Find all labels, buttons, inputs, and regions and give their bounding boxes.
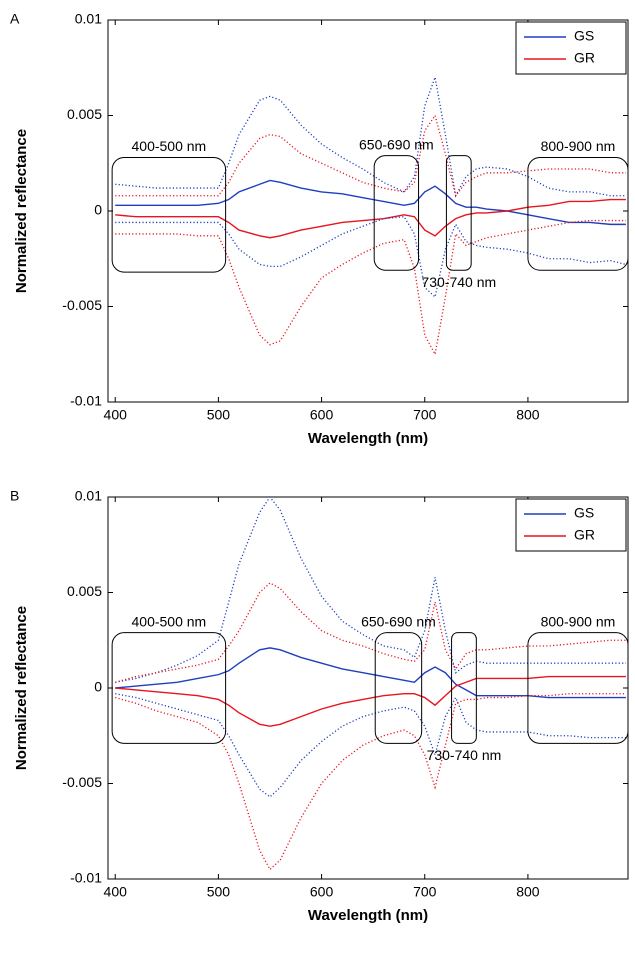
- annotation-label: 800-900 nm: [541, 138, 616, 154]
- series-line: [115, 693, 626, 798]
- annotation-label: 730-740 nm: [421, 274, 496, 290]
- y-tick-label: -0.01: [70, 393, 102, 409]
- x-tick-label: 800: [516, 407, 540, 423]
- x-tick-label: 700: [413, 407, 437, 423]
- x-axis-title: Wavelength (nm): [308, 907, 428, 924]
- y-tick-label: -0.005: [62, 774, 102, 790]
- x-tick-label: 700: [413, 884, 437, 900]
- x-tick-label: 400: [104, 407, 128, 423]
- y-tick-label: -0.01: [70, 870, 102, 886]
- series-line: [115, 216, 627, 299]
- y-axis-title: Normalized reflectance: [13, 129, 30, 293]
- highlight-box: [373, 155, 420, 271]
- legend-box: [515, 498, 627, 552]
- y-tick-label: 0.01: [75, 11, 102, 27]
- y-tick-label: 0: [94, 202, 102, 218]
- series-line: [115, 647, 626, 699]
- annotation-label: 400-500 nm: [132, 138, 207, 154]
- x-tick-label: 800: [516, 884, 540, 900]
- x-tick-label: 600: [310, 884, 334, 900]
- annotation-label: 730-740 nm: [427, 747, 502, 763]
- y-tick-label: 0: [94, 679, 102, 695]
- x-tick-label: 500: [207, 407, 231, 423]
- plot-frame: [107, 19, 629, 403]
- highlight-box: [451, 632, 477, 744]
- y-tick-label: 0.005: [67, 583, 102, 599]
- y-axis-title: Normalized reflectance: [13, 606, 30, 770]
- legend-box: [515, 21, 627, 75]
- y-tick-label: 0.005: [67, 106, 102, 122]
- highlight-box: [111, 632, 227, 744]
- highlight-box: [445, 155, 472, 271]
- highlight-box: [527, 157, 629, 271]
- annotation-label: 650-690 nm: [361, 613, 436, 629]
- x-tick-label: 500: [207, 884, 231, 900]
- legend-label: GS: [574, 28, 594, 44]
- series-line: [115, 219, 626, 357]
- legend-label: GR: [574, 527, 595, 543]
- annotation-label: 400-500 nm: [132, 613, 207, 629]
- highlight-box: [111, 157, 227, 273]
- panel-label: B: [10, 488, 19, 504]
- panel-label: A: [10, 11, 20, 27]
- plot-frame: [107, 496, 629, 880]
- legend-label: GR: [574, 50, 595, 66]
- series-line: [115, 74, 626, 198]
- legend-label: GS: [574, 505, 594, 521]
- series-line: [115, 113, 626, 198]
- x-axis-title: Wavelength (nm): [308, 430, 428, 447]
- series-line: [115, 693, 626, 871]
- series-line: [115, 179, 626, 226]
- annotation-label: 800-900 nm: [541, 613, 616, 629]
- highlight-box: [374, 632, 423, 744]
- series-line: [115, 495, 626, 683]
- y-tick-label: -0.005: [62, 297, 102, 313]
- y-tick-label: 0.01: [75, 488, 102, 504]
- highlight-box: [527, 632, 629, 744]
- annotation-label: 650-690 nm: [359, 136, 434, 152]
- x-tick-label: 600: [310, 407, 334, 423]
- x-tick-label: 400: [104, 884, 128, 900]
- series-line: [115, 198, 626, 239]
- series-line: [115, 675, 626, 727]
